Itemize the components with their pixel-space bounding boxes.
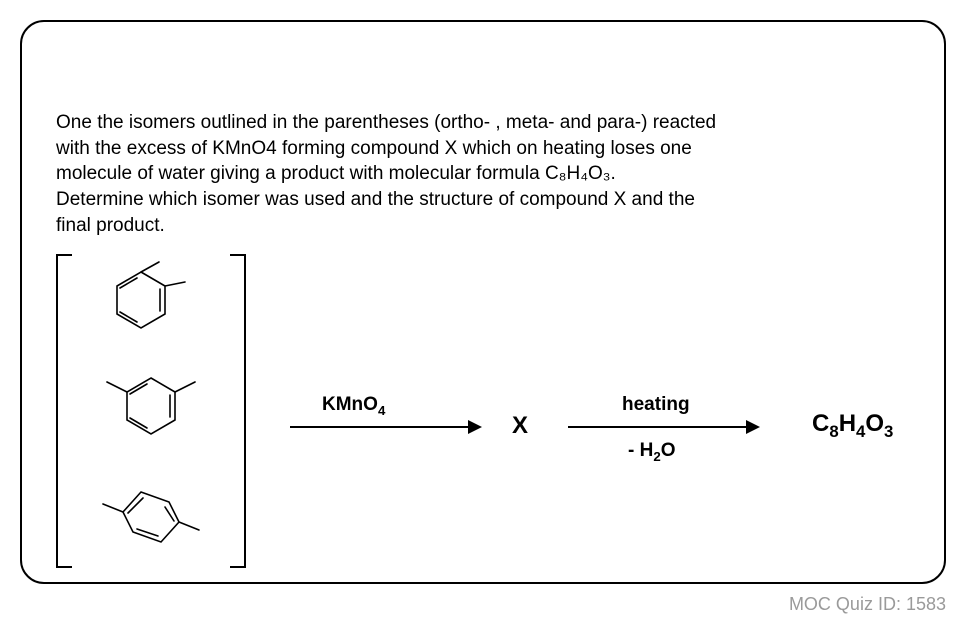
para-xylene-structure [81,472,221,562]
q-line5: final product. [56,215,165,236]
prod-h-n: 4 [856,422,865,441]
reaction-arrow-1 [290,426,480,428]
bracket-right [230,254,246,568]
quiz-card: One the isomers outlined in the parenthe… [20,20,946,584]
isomer-bracket [56,254,246,564]
water-sub: 2 [653,449,660,464]
prod-h: H [839,410,856,437]
q-line4: Determine which isomer was used and the … [56,189,695,210]
water-prefix: - H [628,440,653,461]
q-line2: with the excess of KMnO4 forming compoun… [56,138,692,159]
kmno4-sub: 4 [378,403,385,418]
q-line3: molecule of water giving a product with … [56,163,616,184]
reagent-heating: heating [622,394,690,416]
prod-o-n: 3 [884,422,893,441]
water-suffix: O [661,440,676,461]
compound-x: X [512,412,528,440]
reagent-kmno4: KMnO4 [322,394,385,418]
reaction-arrow-2 [568,426,758,428]
prod-o: O [865,410,884,437]
prod-c-n: 8 [829,422,838,441]
quiz-id: MOC Quiz ID: 1583 [20,594,946,615]
kmno4-text: KMnO [322,394,378,415]
q-line1: One the isomers outlined in the parenthe… [56,112,716,133]
product-formula: C8H4O3 [812,410,893,442]
bracket-left [56,254,72,568]
ortho-xylene-structure [91,260,211,350]
meta-xylene-structure [81,366,221,456]
reagent-water-loss: - H2O [628,440,676,464]
prod-c: C [812,410,829,437]
question-text: One the isomers outlined in the parenthe… [56,110,910,238]
